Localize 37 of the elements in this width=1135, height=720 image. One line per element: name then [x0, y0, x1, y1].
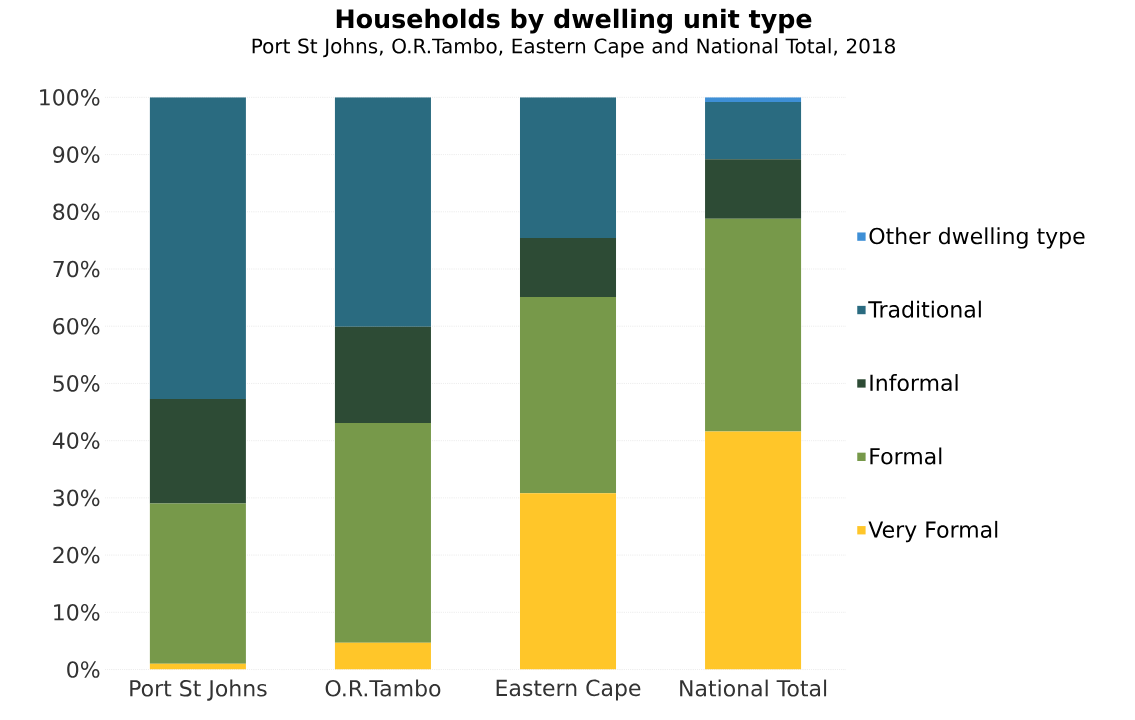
y-tick-label: 100% [40, 88, 100, 106]
bar [149, 398, 246, 504]
bar [334, 326, 431, 423]
legend-label: Formal [870, 447, 942, 465]
y-tick-label: 80% [53, 203, 100, 221]
x-tick-label: Eastern Cape [496, 679, 641, 701]
bar [705, 218, 802, 432]
bar [519, 238, 617, 297]
chart-title: Households by dwelling unit type [336, 8, 812, 34]
chart-subtitle: Port St Johns, O.R.Tambo, Eastern Cape and National Total, 2018 [252, 37, 895, 58]
y-tick-label: 10% [54, 603, 100, 621]
bar [519, 296, 617, 494]
x-tick-label: National Total [680, 679, 827, 697]
bar [334, 422, 431, 643]
legend-label: Informal [870, 373, 958, 392]
bar [705, 431, 802, 670]
bar [149, 97, 246, 399]
bar [334, 97, 431, 327]
legend-label: Other dwelling type [869, 227, 1085, 249]
bar [519, 97, 617, 239]
y-tick-label: 40% [52, 432, 100, 449]
bar [705, 101, 802, 160]
legend-label: Very Formal [868, 520, 998, 543]
x-tick-label: Port St Johns [130, 679, 267, 701]
bar [519, 493, 617, 670]
y-tick-label: 30% [53, 489, 100, 507]
y-tick-label: 20% [53, 546, 100, 564]
y-tick-label: 70% [53, 260, 100, 278]
y-tick-label: 0% [67, 661, 100, 678]
bar [334, 642, 431, 670]
bar [149, 503, 246, 664]
bar [705, 159, 802, 219]
x-tick-label: O.R.Tambo [325, 679, 441, 697]
y-tick-label: 50% [53, 375, 100, 392]
legend-label: Traditional [868, 300, 981, 318]
y-tick-label: 60% [53, 317, 100, 335]
y-tick-label: 90% [53, 146, 100, 163]
